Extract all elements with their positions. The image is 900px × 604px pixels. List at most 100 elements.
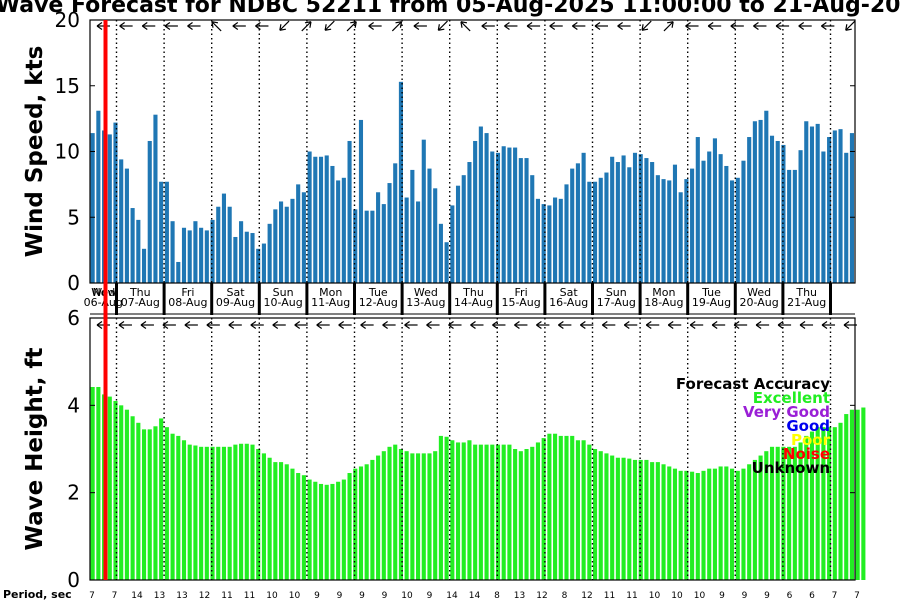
wind-direction-arrow <box>663 21 674 32</box>
wave-bar <box>347 473 352 580</box>
wave-bar <box>141 429 147 580</box>
wind-bar <box>581 152 586 283</box>
wave-bar <box>159 418 164 580</box>
wave-bar <box>758 455 763 580</box>
wind-bar <box>832 130 837 283</box>
wave-bar <box>307 479 312 580</box>
wave-bar <box>193 445 198 580</box>
wind-bar <box>787 169 792 283</box>
wind-bar <box>358 119 364 283</box>
wave-direction-arrow <box>536 321 550 329</box>
wind-bar <box>381 204 386 283</box>
wave-bar <box>575 440 580 580</box>
wave-bar <box>364 464 369 580</box>
wind-direction-arrow <box>821 22 835 30</box>
wave-bar <box>421 453 426 580</box>
wind-bar <box>547 205 552 283</box>
wave-bar <box>410 453 415 580</box>
wave-bar <box>781 446 786 580</box>
wind-bar <box>284 206 289 283</box>
wind-ytick-label: 5 <box>67 205 80 229</box>
wave-bar <box>627 458 632 580</box>
wind-bar <box>433 188 438 283</box>
wave-height-panel: 0 2 4 6 Wave Height, ft <box>22 306 866 592</box>
period-value: 9 <box>314 591 320 600</box>
wind-bar <box>216 206 221 283</box>
period-value: 13 <box>514 591 525 600</box>
date-label: 10-Aug <box>263 296 302 309</box>
wave-direction-arrow-head <box>843 321 850 329</box>
wave-bar <box>244 443 249 580</box>
wave-bar <box>124 409 129 580</box>
date-label: 06-Aug <box>84 296 123 309</box>
wind-bar <box>535 198 541 283</box>
period-value: 13 <box>176 591 187 600</box>
wave-ytick-label: 2 <box>67 481 80 505</box>
wind-direction-arrow <box>141 22 156 30</box>
wave-bar <box>107 396 112 580</box>
wave-direction-arrow-head <box>514 321 520 329</box>
wave-bar <box>855 409 860 580</box>
wind-bar <box>701 160 706 283</box>
wave-direction-arrow <box>338 321 352 329</box>
wind-bar <box>353 209 358 283</box>
day-label: Sat <box>226 286 245 299</box>
wave-direction-arrow-head <box>184 321 191 329</box>
wind-bar <box>233 236 238 283</box>
wave-bar <box>484 444 489 580</box>
wind-bar <box>130 208 135 283</box>
period-label: Period, sec <box>3 588 72 600</box>
wind-bar <box>484 133 489 283</box>
wave-direction-arrow <box>360 321 374 329</box>
wind-direction-arrow-head <box>753 22 759 30</box>
wave-bar <box>730 468 735 580</box>
date-strip: Wed06-AugThu07-AugFri08-AugSat09-AugSun1… <box>84 283 855 315</box>
wind-bar <box>364 210 369 283</box>
wind-bar <box>610 156 615 283</box>
wave-bar <box>478 444 483 580</box>
period-value: 12 <box>581 591 592 600</box>
wind-bar <box>176 261 181 283</box>
wind-bar <box>96 110 101 283</box>
period-value: 10 <box>289 591 301 600</box>
wind-direction-arrow-head <box>845 24 852 31</box>
wind-bar <box>261 243 266 283</box>
wave-bar <box>370 459 375 580</box>
wave-bar <box>376 455 381 580</box>
wind-bar <box>193 221 198 283</box>
wind-bar <box>524 158 529 283</box>
wave-bar <box>381 451 386 580</box>
wave-bar <box>821 427 826 580</box>
wave-bar <box>564 435 569 580</box>
wave-direction-arrow-head <box>645 321 652 329</box>
wave-bar <box>610 455 615 580</box>
period-value: 14 <box>131 591 143 600</box>
wind-direction-arrow <box>549 22 563 30</box>
wave-bar <box>615 457 620 580</box>
wind-bar <box>313 156 318 283</box>
wind-bar <box>444 242 449 283</box>
wind-direction-arrow-shaft <box>279 20 290 31</box>
period-value: 11 <box>244 591 255 600</box>
wave-bar <box>747 464 752 580</box>
day-label: Sun <box>273 286 294 299</box>
wind-direction-arrow <box>526 22 541 30</box>
wave-bar <box>90 386 95 580</box>
wave-bar <box>170 433 175 580</box>
wave-bar <box>592 449 598 580</box>
wind-direction-arrow <box>845 20 856 31</box>
wind-bar <box>239 221 244 283</box>
date-label: 20-Aug <box>739 296 778 309</box>
wave-bar <box>524 449 529 580</box>
wind-bar <box>347 140 352 283</box>
wind-direction-arrow-head <box>96 22 103 30</box>
wind-bar <box>113 122 118 283</box>
wind-direction-arrow-head <box>164 22 171 30</box>
wind-bar <box>450 205 455 283</box>
wave-direction-arrow <box>601 321 616 329</box>
wind-direction-arrow-head <box>350 21 357 28</box>
wind-bar <box>278 201 284 283</box>
wave-direction-arrow-head <box>711 321 718 329</box>
